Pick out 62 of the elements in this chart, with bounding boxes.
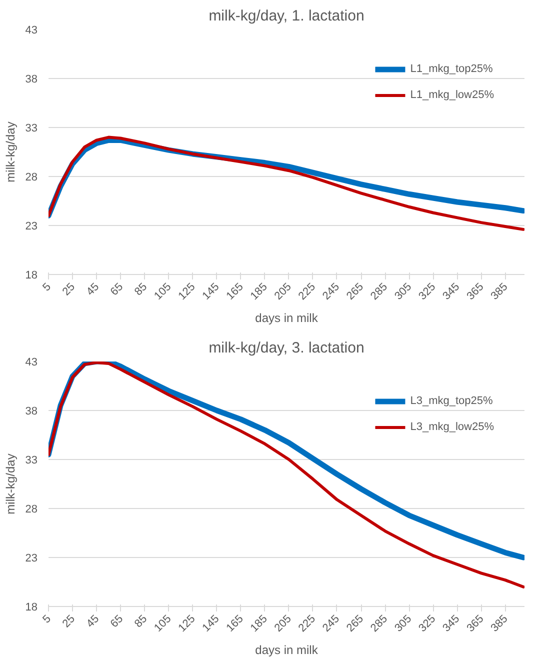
x-tick-label: 105 xyxy=(152,280,174,302)
x-tick-label: 85 xyxy=(132,280,150,298)
chart-title: milk-kg/day, 3. lactation xyxy=(208,340,364,356)
x-tick-label: 385 xyxy=(488,612,510,634)
x-tick-label: 345 xyxy=(440,612,462,634)
x-tick-label: 305 xyxy=(392,280,414,302)
legend-label: L1_mkg_low25% xyxy=(410,89,494,101)
x-tick-label: 65 xyxy=(108,280,126,298)
x-tick-label: 105 xyxy=(152,612,174,634)
y-tick-label: 38 xyxy=(25,74,38,86)
y-tick-label: 43 xyxy=(25,24,38,36)
x-tick-label: 245 xyxy=(320,280,342,302)
x-tick-label: 185 xyxy=(248,612,270,634)
x-tick-label: 145 xyxy=(200,612,222,634)
x-tick-label: 5 xyxy=(40,612,54,626)
x-tick-label: 265 xyxy=(344,280,366,302)
y-tick-label: 18 xyxy=(25,270,38,282)
y-tick-label: 28 xyxy=(25,172,38,184)
legend-label: L3_mkg_low25% xyxy=(410,421,494,433)
y-tick-label: 33 xyxy=(25,122,38,134)
x-tick-label: 285 xyxy=(368,612,390,634)
y-tick-label: 28 xyxy=(25,504,38,516)
x-tick-label: 85 xyxy=(132,612,150,630)
x-tick-label: 25 xyxy=(60,280,78,298)
x-tick-label: 245 xyxy=(320,612,342,634)
x-tick-label: 45 xyxy=(84,280,102,298)
y-tick-label: 38 xyxy=(25,406,38,418)
x-tick-label: 325 xyxy=(416,612,438,634)
x-axis-title: days in milk xyxy=(255,311,319,326)
x-axis-title: days in milk xyxy=(255,643,319,658)
x-tick-label: 225 xyxy=(296,280,318,302)
legend-label: L3_mkg_top25% xyxy=(410,395,493,407)
y-axis-title: milk-kg/day xyxy=(3,454,18,514)
x-tick-label: 225 xyxy=(296,612,318,634)
x-tick-label: 25 xyxy=(60,612,78,630)
x-tick-label: 5 xyxy=(40,280,54,294)
x-tick-label: 325 xyxy=(416,280,438,302)
x-tick-label: 165 xyxy=(224,612,246,634)
y-tick-label: 43 xyxy=(25,356,38,368)
x-tick-label: 205 xyxy=(272,280,294,302)
legend-label: L1_mkg_top25% xyxy=(410,63,493,75)
y-axis-title: milk-kg/day xyxy=(3,122,18,182)
x-tick-label: 305 xyxy=(392,612,414,634)
x-tick-label: 45 xyxy=(84,612,102,630)
x-tick-label: 385 xyxy=(488,280,510,302)
x-tick-label: 345 xyxy=(440,280,462,302)
x-tick-label: 125 xyxy=(176,280,198,302)
x-tick-label: 125 xyxy=(176,612,198,634)
x-tick-label: 365 xyxy=(464,612,486,634)
y-tick-label: 18 xyxy=(25,602,38,614)
x-tick-label: 185 xyxy=(248,280,270,302)
x-tick-label: 285 xyxy=(368,280,390,302)
x-tick-label: 205 xyxy=(272,612,294,634)
chart-title: milk-kg/day, 1. lactation xyxy=(208,8,364,24)
x-tick-label: 165 xyxy=(224,280,246,302)
x-tick-label: 145 xyxy=(200,280,222,302)
x-tick-label: 265 xyxy=(344,612,366,634)
y-tick-label: 23 xyxy=(25,552,38,564)
y-tick-label: 23 xyxy=(25,220,38,232)
y-tick-label: 33 xyxy=(25,454,38,466)
x-tick-label: 65 xyxy=(108,612,126,630)
x-tick-label: 365 xyxy=(464,280,486,302)
